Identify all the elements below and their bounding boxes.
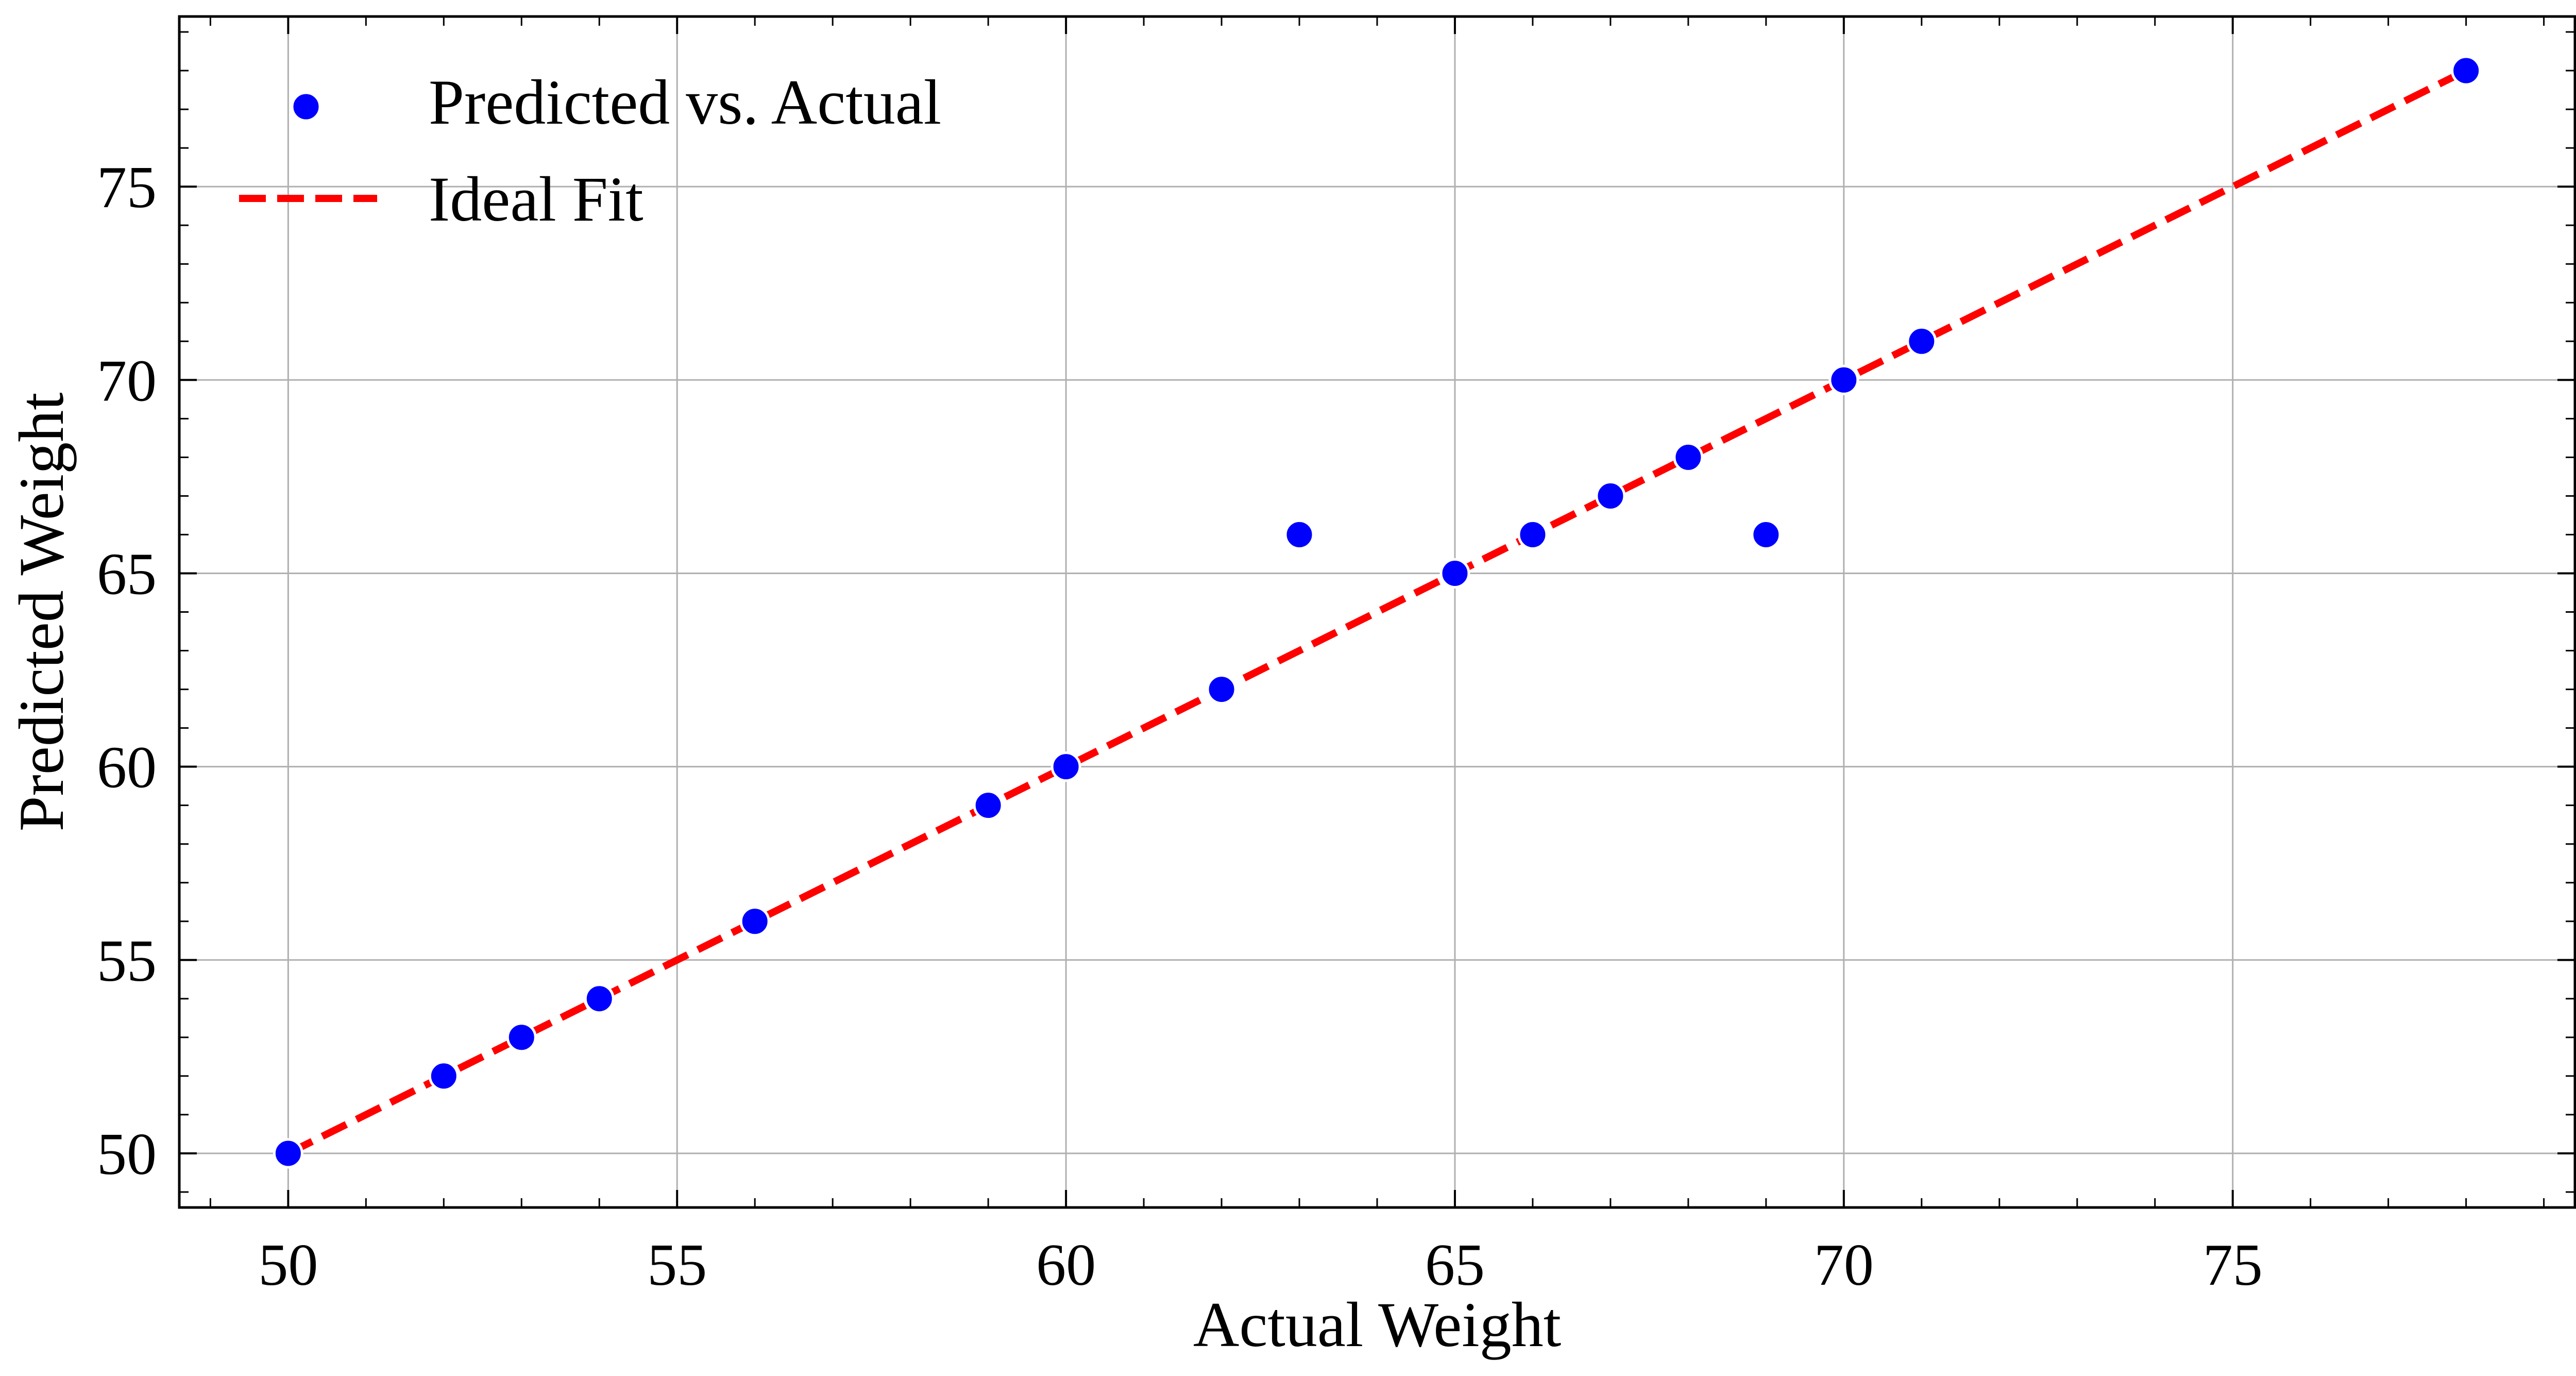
data-point [739,906,770,937]
data-point [1439,558,1470,589]
data-point [1284,519,1315,550]
data-point [1206,674,1237,705]
data-point [506,1022,537,1053]
x-tick-label: 60 [1036,1232,1096,1298]
data-point [1828,364,1859,395]
data-point [273,1138,303,1169]
ideal-fit-line [286,67,2468,1157]
data-point [1751,519,1782,550]
data-point [428,1061,459,1092]
x-tick-label: 50 [258,1232,318,1298]
x-tick-label: 70 [1814,1232,1874,1298]
legend-label-predicted-vs-actual: Predicted vs. Actual [429,67,941,138]
y-tick-label: 75 [97,155,157,221]
data-point [2451,55,2482,86]
y-tick-label: 55 [97,928,157,994]
legend: Predicted vs. Actual Ideal Fit [239,67,941,234]
y-tick-label: 50 [97,1121,157,1187]
x-axis-title: Actual Weight [1193,1289,1561,1360]
data-layer [273,55,2482,1169]
data-point [1050,751,1081,782]
ticks: 50 55 60 65 70 75 50 55 60 65 70 75 [97,16,2575,1298]
data-point [584,983,615,1014]
y-tick-label: 70 [97,348,157,414]
data-point [1595,480,1626,511]
legend-label-ideal-fit: Ideal Fit [429,164,643,234]
data-point [973,790,1004,821]
x-tick-label: 75 [2203,1232,2263,1298]
legend-marker-predicted-vs-actual [291,91,321,122]
data-point [1906,326,1937,357]
y-axis-title: Predicted Weight [6,392,77,831]
data-point [1517,519,1548,550]
y-tick-label: 65 [97,541,157,607]
x-tick-label: 55 [647,1232,707,1298]
y-tick-label: 60 [97,735,157,801]
x-tick-label: 65 [1425,1232,1485,1298]
grid [179,16,2575,1207]
data-point [1673,442,1704,473]
